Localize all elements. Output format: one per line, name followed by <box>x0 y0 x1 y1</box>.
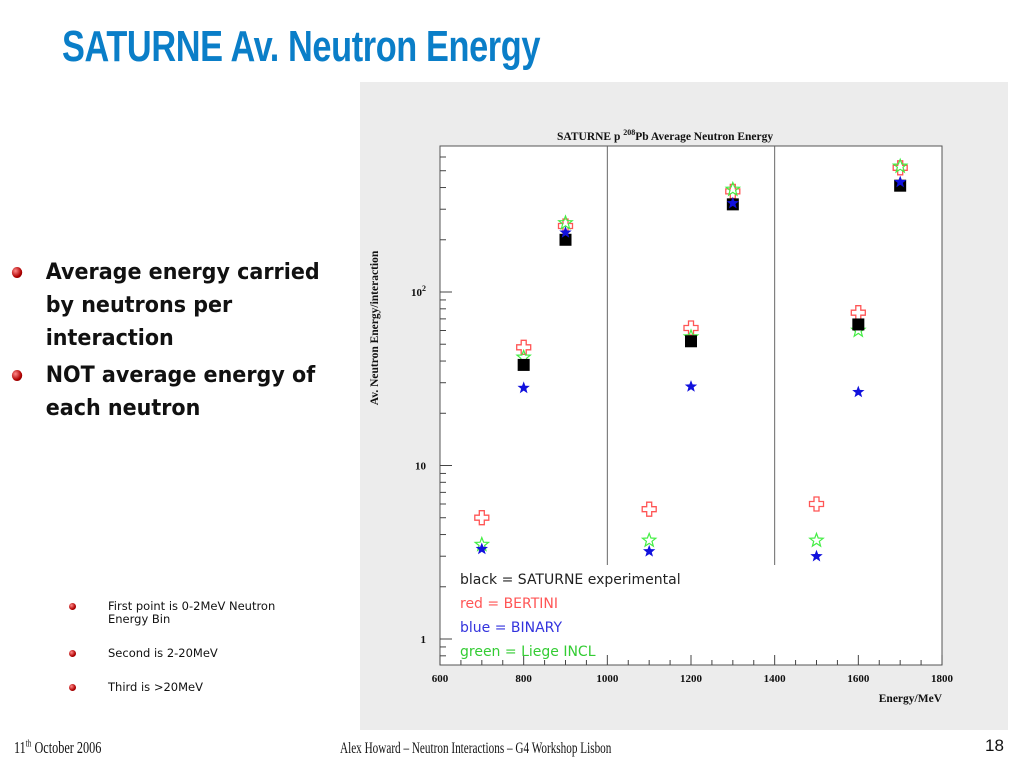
sub-bullet-item: Second is 2-20MeV <box>66 647 306 660</box>
sub-bullet-text: First point is 0-2MeV Neutron Energy Bin <box>108 599 276 626</box>
data-point-binary <box>726 196 739 209</box>
data-point-binary <box>852 385 865 398</box>
bullet-text: Average energy carried by neutrons per i… <box>45 260 320 351</box>
data-point-saturne <box>894 179 907 192</box>
bullet-dot-icon <box>11 267 23 278</box>
x-axis-label: Energy/MeV <box>879 693 943 705</box>
data-point-saturne <box>517 358 530 371</box>
data-point-binary <box>559 226 572 238</box>
sub-bullet-dot-icon <box>69 684 76 691</box>
bullet-dot-icon <box>11 370 23 381</box>
data-point-bertini <box>808 496 825 512</box>
data-point-liege-incl <box>724 180 742 197</box>
sub-bullet-item: First point is 0-2MeV Neutron Energy Bin <box>66 600 306 626</box>
slide-title: SATURNE Av. Neutron Energy <box>62 22 541 71</box>
x-tick-label: 800 <box>515 673 532 685</box>
footer-date-day: 11 <box>14 738 26 757</box>
bullet-item: NOT average energy of each neutron <box>10 359 348 425</box>
data-point-saturne <box>559 233 572 246</box>
data-point-liege-incl <box>808 531 825 548</box>
chart-figure: SATURNE p 208Pb Average Neutron Energy Av… <box>360 82 1008 730</box>
y-tick-label: 10 <box>415 461 427 473</box>
data-point-binary <box>684 380 698 392</box>
data-point-binary <box>517 381 530 394</box>
data-point-saturne <box>685 335 697 348</box>
legend-entry: red = BERTINI <box>460 596 558 612</box>
footer-presentation: Alex Howard – Neutron Interactions – G4 … <box>340 740 612 757</box>
data-point-liege-incl <box>891 157 909 174</box>
data-point-binary <box>475 542 488 555</box>
chart-title: SATURNE p 208Pb Average Neutron Energy <box>557 128 773 143</box>
plot-area <box>439 145 943 666</box>
bullet-item: Average energy carried by neutrons per i… <box>10 256 348 355</box>
sub-bullet-text: Third is >20MeV <box>108 680 203 694</box>
legend-entry: green = Liege INCL <box>460 644 596 660</box>
x-tick-label: 1000 <box>596 673 619 685</box>
sub-bullet-list: First point is 0-2MeV Neutron Energy Bin… <box>66 600 306 715</box>
x-tick-label: 1600 <box>847 673 870 685</box>
x-tick-label: 600 <box>432 673 449 685</box>
x-tick-label: 1400 <box>764 673 787 685</box>
sub-bullet-text: Second is 2-20MeV <box>108 646 218 660</box>
bullet-text: NOT average energy of each neutron <box>45 363 316 421</box>
scatter-chart: SATURNE p 208Pb Average Neutron Energy Av… <box>369 128 954 705</box>
footer-date-rest: October 2006 <box>31 738 102 757</box>
sub-bullet-dot-icon <box>69 650 76 657</box>
data-point-saturne <box>852 318 865 331</box>
sub-bullet-item: Third is >20MeV <box>66 681 306 694</box>
footer-date: 11th October 2006 <box>14 738 101 758</box>
data-point-bertini <box>474 510 490 526</box>
data-point-bertini <box>516 339 532 355</box>
data-point-bertini <box>892 160 908 176</box>
data-point-binary <box>894 175 907 188</box>
data-point-binary <box>643 544 656 557</box>
footer-date-suffix: th <box>25 738 32 750</box>
y-tick-label: 102 <box>411 284 426 299</box>
x-tick-label: 1800 <box>931 673 954 685</box>
legend-entry: black = SATURNE experimental <box>460 572 681 588</box>
y-axis-label: Av. Neutron Energy/interaction <box>369 250 381 405</box>
data-point-liege-incl <box>557 214 574 230</box>
data-point-binary <box>810 549 823 562</box>
data-point-bertini <box>641 501 657 517</box>
page-number: 18 <box>985 736 1004 755</box>
x-tick-label: 1200 <box>680 673 703 685</box>
bullet-list: Average energy carried by neutrons per i… <box>10 256 370 429</box>
sub-bullet-dot-icon <box>69 603 76 610</box>
y-tick-label: 1 <box>421 634 427 646</box>
legend-entry: blue = BINARY <box>460 620 563 636</box>
data-point-liege-incl <box>640 531 658 548</box>
